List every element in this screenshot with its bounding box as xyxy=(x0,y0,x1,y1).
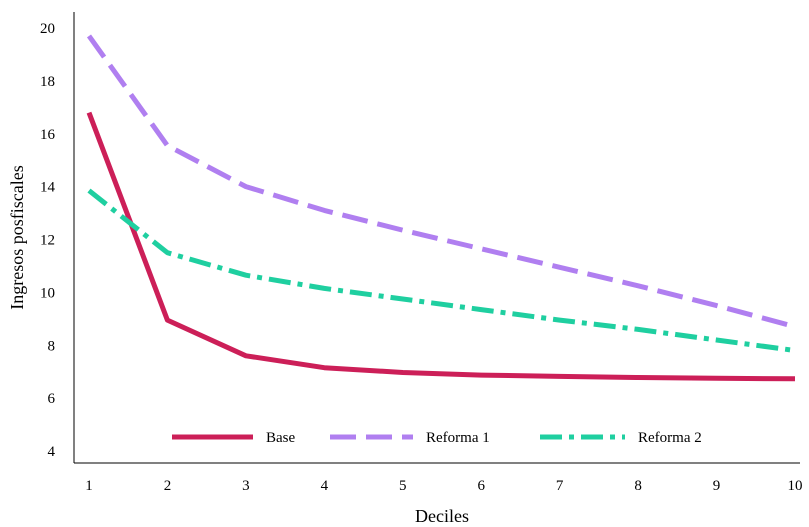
x-tick-label: 6 xyxy=(477,478,485,494)
x-tick-label: 2 xyxy=(164,478,172,494)
x-tick-label: 3 xyxy=(242,478,250,494)
series-line-reforma-1 xyxy=(86,34,796,330)
x-tick-label: 10 xyxy=(788,478,803,494)
y-tick-label: 6 xyxy=(48,391,56,407)
series-lines xyxy=(86,34,796,382)
legend-item: Base xyxy=(172,430,296,446)
y-tick-labels: 4 6 8 10 12 14 16 18 20 xyxy=(40,21,56,460)
y-tick-label: 14 xyxy=(40,180,56,196)
series-line-reforma-2 xyxy=(87,188,796,353)
y-tick-label: 8 xyxy=(48,338,56,354)
x-tick-label: 1 xyxy=(85,478,93,494)
x-tick-label: 5 xyxy=(399,478,407,494)
x-tick-labels: 1 2 3 4 5 6 7 8 9 10 xyxy=(85,478,802,494)
x-tick-label: 4 xyxy=(321,478,329,494)
legend: Base Reforma 1 Reforma 2 xyxy=(172,430,702,446)
legend-label: Base xyxy=(266,430,296,446)
y-axis-title: Ingresos posfiscales xyxy=(7,165,27,309)
x-tick-label: 7 xyxy=(556,478,564,494)
x-tick-label: 8 xyxy=(634,478,642,494)
y-tick-label: 4 xyxy=(48,444,56,460)
legend-label: Reforma 2 xyxy=(638,430,702,446)
legend-item: Reforma 2 xyxy=(540,430,702,446)
x-axis-title: Deciles xyxy=(415,506,469,526)
y-tick-label: 16 xyxy=(40,127,56,143)
series-line-base xyxy=(86,111,796,382)
legend-item: Reforma 1 xyxy=(330,430,490,446)
y-tick-label: 10 xyxy=(40,285,55,301)
y-tick-label: 12 xyxy=(40,233,55,249)
legend-label: Reforma 1 xyxy=(426,430,490,446)
x-tick-label: 9 xyxy=(713,478,721,494)
y-tick-label: 18 xyxy=(40,74,55,90)
axes xyxy=(73,12,800,464)
y-tick-label: 20 xyxy=(40,21,55,37)
